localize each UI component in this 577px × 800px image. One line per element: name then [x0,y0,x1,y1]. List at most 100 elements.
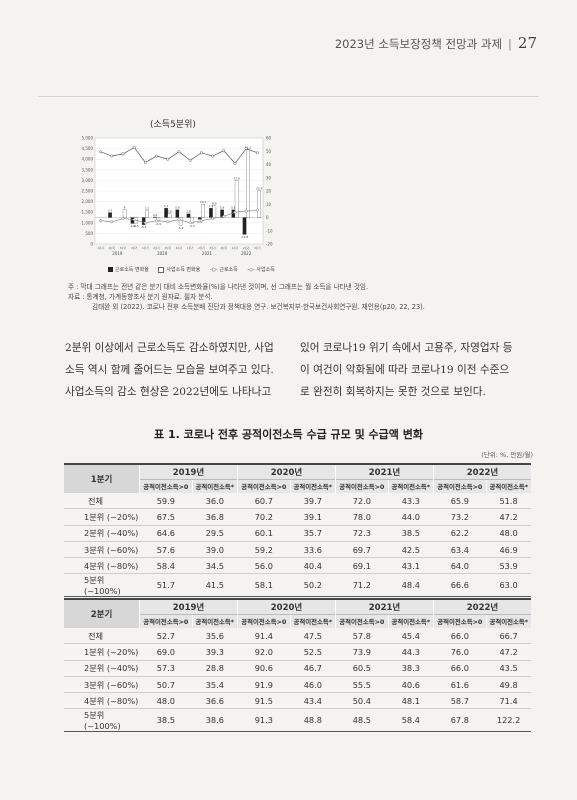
table-cell: 73.9 [335,643,389,661]
labor-income-point [143,160,147,164]
bar-data-label: -4.5 [130,224,136,228]
year-header: 2021년 [335,598,434,615]
citation-line: 김태완 외 (2022). 코로나 전후 소득분배 진단과 정책대응 연구. 보… [92,303,425,311]
category-label: 3분기 [209,246,216,250]
column-header: 공적이전소득* [289,479,336,493]
table-cell: 63.0 [486,573,531,598]
row-label: 4분위 (~80%) [64,557,140,575]
table-cell: 72.0 [335,493,389,510]
table-cell: 58.1 [237,573,291,598]
left-tick-label: 4,500 [82,146,94,151]
page-number: 27 [517,34,537,52]
row-label: 5분위 (~100%) [64,573,140,598]
table-cell: 69.1 [335,557,389,575]
table-row: 5분위 (~100%) 38.5 38.6 91.3 48.8 48.5 58.4 67.8 1… [64,708,531,733]
labor-income-point [233,161,237,165]
table-cell: 40.4 [290,557,336,575]
category-label: 2분기 [198,246,205,250]
table-cell: 66.7 [486,628,531,645]
legend-item-business-income: -◇- 사업소득 [247,267,275,273]
table-cell: 69.0 [139,643,193,661]
table-cell: 36.0 [192,493,238,510]
table-row: 3분위 (~60%) 57.6 39.0 59.2 33.6 69.7 42.5 63.4 46… [64,541,531,559]
table-cell: 40.6 [388,676,434,694]
labor-rate-bar [164,207,168,218]
table-cell: 71.2 [335,573,389,598]
row-label: 2분위 (~40%) [64,660,140,677]
table-row: 3분위 (~60%) 50.7 35.4 91.9 46.0 55.5 40.6 61.6 49… [64,676,531,694]
bar-data-label: 5.8 [231,206,236,210]
table-cell: 48.4 [388,573,434,598]
column-header: 공적이전소득>0 [139,479,193,493]
labor-income-point [155,154,159,158]
column-header: 공적이전소득>0 [433,614,487,628]
business-income-point [177,217,181,222]
business-income-point [154,218,159,223]
table-cell: 64.6 [139,525,193,542]
business-rate-bar [145,210,149,218]
table-cell: 48.0 [139,692,193,710]
year-label: 2021 [202,251,213,256]
bar-data-label: 2.8 [186,210,191,214]
category-label: 2분기 [109,246,116,250]
year-header: 2021년 [335,463,434,480]
table-cell: 62.2 [433,525,487,542]
table-cell: 50.7 [139,676,193,694]
left-tick-label: 1,500 [82,210,94,215]
table-cell: 57.6 [139,541,193,559]
table-cell: 91.5 [237,692,291,710]
body-line: 있어 코로나19 위기 속에서 고용주, 자영업자 등 [300,342,513,354]
table-cell: 48.8 [290,708,336,733]
right-tick-label: -10 [266,228,273,233]
category-label: 1분기 [97,246,104,250]
labor-income-point [132,146,136,149]
table-cell: 33.6 [290,541,336,559]
table-cell: 48.0 [486,525,531,542]
table-cell: 60.5 [335,660,389,677]
table-unit: (단위: %, 만원/월) [481,451,533,459]
table-cell: 36.8 [192,508,238,526]
table-cell: 35.6 [192,628,238,645]
table-row: 2분위 (~40%) 64.6 29.5 60.1 35.7 72.3 38.5 62.2 48… [64,525,531,542]
business-income-point [199,218,204,223]
table-row: 전체 52.7 35.6 91.4 47.5 57.8 45.4 66.0 66.7 [64,628,531,645]
column-header: 공적이전소득* [485,479,531,493]
row-label: 전체 [64,628,140,645]
table-cell: 43.4 [290,692,336,710]
table-cell: 57.8 [335,628,389,645]
table-row: 2분위 (~40%) 57.3 28.8 90.6 46.7 60.5 38.3 66.0 43… [64,660,531,677]
bar-data-label: 7.1 [209,204,214,208]
year-label: 2019 [112,251,123,256]
table-cell: 43.5 [486,660,531,677]
business-income-point [255,208,260,212]
table-cell: 45.4 [388,628,434,645]
column-header: 공적이전소득* [191,614,238,628]
left-tick-label: 2,000 [82,199,94,204]
bar-data-label: -4.5 [133,224,139,228]
year-header: 2022년 [433,463,531,480]
bar-data-label: 7.1 [164,204,169,208]
table-cell: 41.5 [192,573,238,598]
right-tick-label: 50 [266,149,272,154]
legend-swatch-labor-rate [108,267,113,272]
column-header: 공적이전소득>0 [139,614,193,628]
table-cell: 92.0 [237,643,291,661]
category-label: 4분기 [176,246,183,250]
category-label: 2분기 [243,246,250,250]
table-cell: 73.2 [433,508,487,526]
table-cell: 59.2 [237,541,291,559]
bar-data-label: -1.4 [197,220,203,224]
table-cell: 51.8 [486,493,531,510]
right-tick-label: 40 [266,162,272,167]
table-row-header: 1분기 [64,463,140,493]
business-rate-bar [167,213,172,218]
business-income-point [143,221,148,225]
table-cell: 67.8 [433,708,487,733]
legend-item-business-rate: 사업소득 변화율 [158,266,200,273]
business-income-point [110,219,114,224]
column-header: 공적이전소득>0 [237,614,291,628]
business-income-point [166,219,170,224]
row-label: 전체 [64,493,140,510]
column-header: 공적이전소득>0 [433,479,487,493]
table-cell: 39.1 [290,508,336,526]
